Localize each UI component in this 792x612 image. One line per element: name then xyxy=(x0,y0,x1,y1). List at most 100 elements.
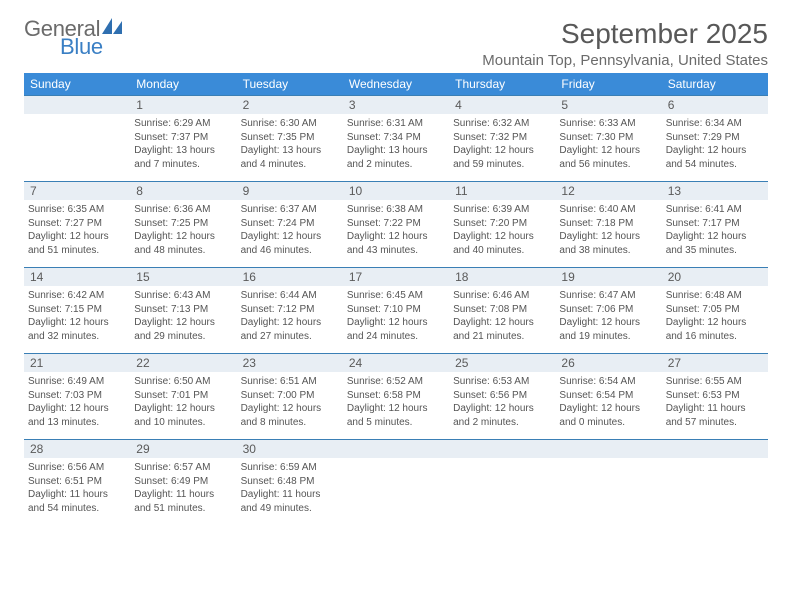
sunset-text: Sunset: 7:10 PM xyxy=(347,303,445,317)
day-number: 18 xyxy=(455,270,468,284)
daylight-text: Daylight: 12 hours xyxy=(28,316,126,330)
weekday-header: Saturday xyxy=(662,73,768,96)
sunset-text: Sunset: 7:22 PM xyxy=(347,217,445,231)
sunrise-text: Sunrise: 6:35 AM xyxy=(28,203,126,217)
sunrise-text: Sunrise: 6:51 AM xyxy=(241,375,339,389)
day-number-cell: 4 xyxy=(449,96,555,115)
day-number-cell: 20 xyxy=(662,268,768,287)
day-number-cell: 7 xyxy=(24,182,130,201)
day-cell: Sunrise: 6:33 AMSunset: 7:30 PMDaylight:… xyxy=(555,114,661,182)
sunrise-text: Sunrise: 6:56 AM xyxy=(28,461,126,475)
sunrise-text: Sunrise: 6:31 AM xyxy=(347,117,445,131)
sunset-text: Sunset: 7:18 PM xyxy=(559,217,657,231)
daylight-text: and 56 minutes. xyxy=(559,158,657,172)
day-number-cell xyxy=(343,440,449,459)
day-cell: Sunrise: 6:49 AMSunset: 7:03 PMDaylight:… xyxy=(24,372,130,440)
day-number-cell: 19 xyxy=(555,268,661,287)
daylight-text: and 19 minutes. xyxy=(559,330,657,344)
day-number-cell: 24 xyxy=(343,354,449,373)
day-number-cell: 13 xyxy=(662,182,768,201)
sunset-text: Sunset: 6:53 PM xyxy=(666,389,764,403)
day-number-cell xyxy=(662,440,768,459)
day-number-cell: 14 xyxy=(24,268,130,287)
weekday-header: Sunday xyxy=(24,73,130,96)
sunset-text: Sunset: 6:48 PM xyxy=(241,475,339,489)
sunset-text: Sunset: 7:12 PM xyxy=(241,303,339,317)
weekday-header: Tuesday xyxy=(237,73,343,96)
day-cell: Sunrise: 6:52 AMSunset: 6:58 PMDaylight:… xyxy=(343,372,449,440)
weekday-header: Friday xyxy=(555,73,661,96)
day-cell: Sunrise: 6:39 AMSunset: 7:20 PMDaylight:… xyxy=(449,200,555,268)
sunrise-text: Sunrise: 6:53 AM xyxy=(453,375,551,389)
daylight-text: Daylight: 12 hours xyxy=(666,144,764,158)
sunrise-text: Sunrise: 6:41 AM xyxy=(666,203,764,217)
day-number: 10 xyxy=(349,184,362,198)
daylight-text: Daylight: 11 hours xyxy=(28,488,126,502)
sunset-text: Sunset: 7:35 PM xyxy=(241,131,339,145)
daylight-text: and 54 minutes. xyxy=(28,502,126,516)
day-number: 28 xyxy=(30,442,43,456)
day-number: 14 xyxy=(30,270,43,284)
weekday-header-row: Sunday Monday Tuesday Wednesday Thursday… xyxy=(24,73,768,96)
day-cell: Sunrise: 6:35 AMSunset: 7:27 PMDaylight:… xyxy=(24,200,130,268)
daylight-text: and 51 minutes. xyxy=(134,502,232,516)
sunset-text: Sunset: 7:17 PM xyxy=(666,217,764,231)
daylight-text: Daylight: 12 hours xyxy=(559,316,657,330)
day-number-cell: 11 xyxy=(449,182,555,201)
day-number: 23 xyxy=(243,356,256,370)
weekday-header: Thursday xyxy=(449,73,555,96)
daylight-text: and 10 minutes. xyxy=(134,416,232,430)
sunrise-text: Sunrise: 6:29 AM xyxy=(134,117,232,131)
day-cell: Sunrise: 6:47 AMSunset: 7:06 PMDaylight:… xyxy=(555,286,661,354)
sunset-text: Sunset: 7:25 PM xyxy=(134,217,232,231)
daylight-text: Daylight: 12 hours xyxy=(347,402,445,416)
sunrise-text: Sunrise: 6:49 AM xyxy=(28,375,126,389)
daylight-text: and 48 minutes. xyxy=(134,244,232,258)
day-number-cell: 5 xyxy=(555,96,661,115)
day-cell: Sunrise: 6:46 AMSunset: 7:08 PMDaylight:… xyxy=(449,286,555,354)
daylight-text: Daylight: 12 hours xyxy=(134,402,232,416)
title-block: September 2025 Mountain Top, Pennsylvani… xyxy=(482,18,768,69)
daylight-text: and 51 minutes. xyxy=(28,244,126,258)
sunrise-text: Sunrise: 6:39 AM xyxy=(453,203,551,217)
daylight-text: Daylight: 12 hours xyxy=(241,316,339,330)
day-number-cell: 27 xyxy=(662,354,768,373)
sunrise-text: Sunrise: 6:55 AM xyxy=(666,375,764,389)
day-number-cell: 10 xyxy=(343,182,449,201)
day-cell: Sunrise: 6:37 AMSunset: 7:24 PMDaylight:… xyxy=(237,200,343,268)
day-cell: Sunrise: 6:48 AMSunset: 7:05 PMDaylight:… xyxy=(662,286,768,354)
daylight-text: Daylight: 12 hours xyxy=(453,230,551,244)
day-number: 17 xyxy=(349,270,362,284)
daylight-text: Daylight: 12 hours xyxy=(559,402,657,416)
day-number: 13 xyxy=(668,184,681,198)
day-number: 19 xyxy=(561,270,574,284)
sunset-text: Sunset: 7:32 PM xyxy=(453,131,551,145)
daylight-text: and 49 minutes. xyxy=(241,502,339,516)
day-number: 25 xyxy=(455,356,468,370)
day-number: 27 xyxy=(668,356,681,370)
day-cell: Sunrise: 6:51 AMSunset: 7:00 PMDaylight:… xyxy=(237,372,343,440)
day-number-cell: 30 xyxy=(237,440,343,459)
sunrise-text: Sunrise: 6:34 AM xyxy=(666,117,764,131)
daylight-text: and 27 minutes. xyxy=(241,330,339,344)
day-number-row: 14151617181920 xyxy=(24,268,768,287)
calendar-document: General Blue September 2025 Mountain Top… xyxy=(0,0,792,543)
day-cell xyxy=(662,458,768,525)
daylight-text: and 35 minutes. xyxy=(666,244,764,258)
day-number: 26 xyxy=(561,356,574,370)
daylight-text: Daylight: 12 hours xyxy=(241,402,339,416)
sunset-text: Sunset: 7:13 PM xyxy=(134,303,232,317)
week-row: Sunrise: 6:29 AMSunset: 7:37 PMDaylight:… xyxy=(24,114,768,182)
day-cell: Sunrise: 6:43 AMSunset: 7:13 PMDaylight:… xyxy=(130,286,236,354)
day-number-cell: 9 xyxy=(237,182,343,201)
sunrise-text: Sunrise: 6:54 AM xyxy=(559,375,657,389)
sunset-text: Sunset: 6:58 PM xyxy=(347,389,445,403)
daylight-text: and 32 minutes. xyxy=(28,330,126,344)
day-cell: Sunrise: 6:57 AMSunset: 6:49 PMDaylight:… xyxy=(130,458,236,525)
day-cell: Sunrise: 6:59 AMSunset: 6:48 PMDaylight:… xyxy=(237,458,343,525)
sunrise-text: Sunrise: 6:52 AM xyxy=(347,375,445,389)
daylight-text: Daylight: 12 hours xyxy=(559,144,657,158)
daylight-text: and 46 minutes. xyxy=(241,244,339,258)
daylight-text: Daylight: 13 hours xyxy=(347,144,445,158)
day-number: 11 xyxy=(455,184,467,198)
